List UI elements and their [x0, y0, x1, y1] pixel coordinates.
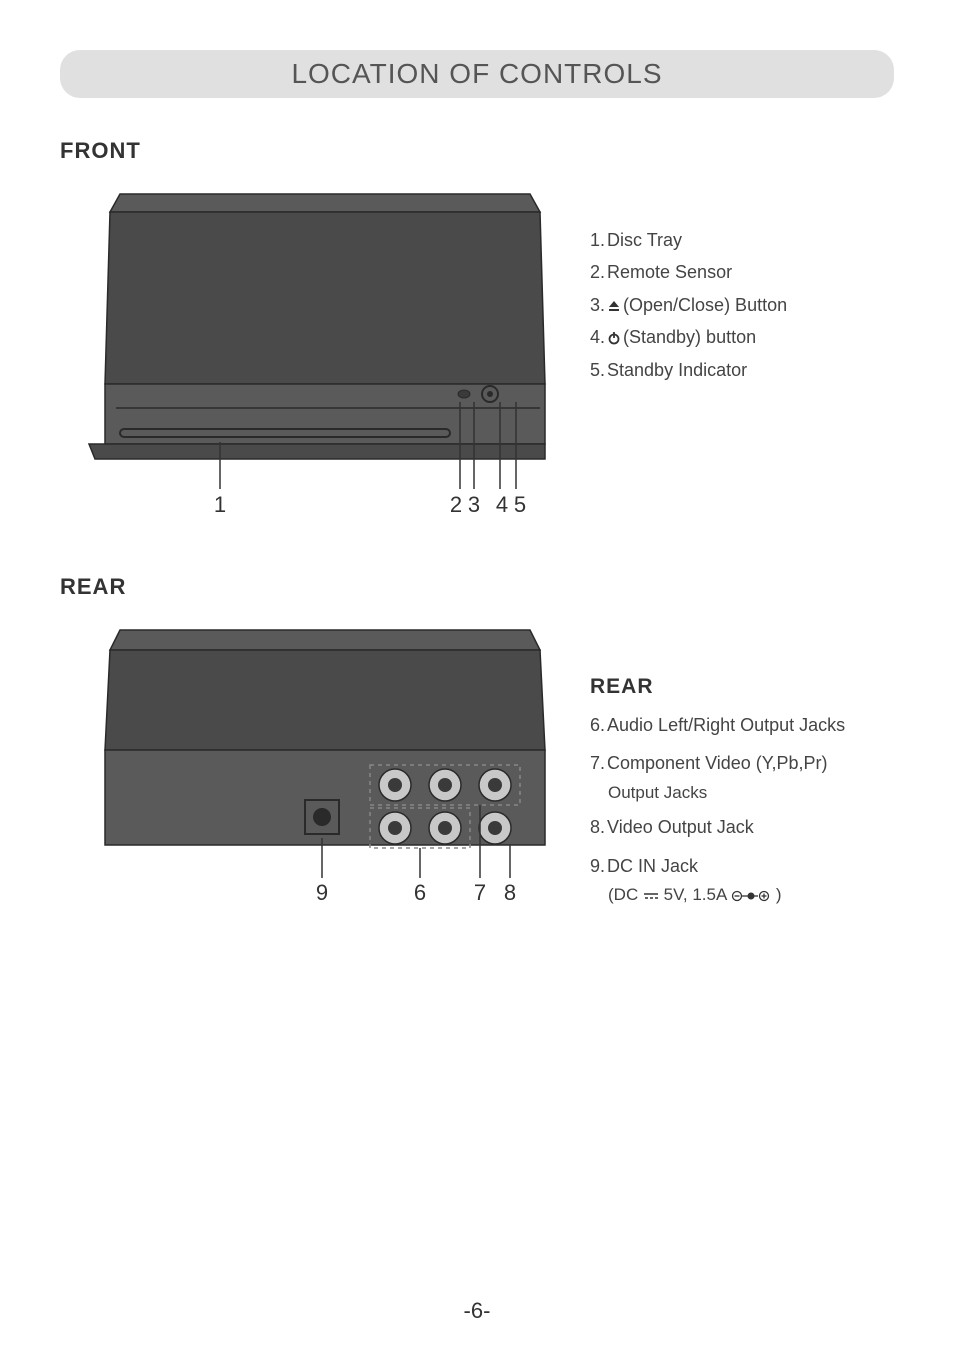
rear-section-label: REAR [60, 574, 894, 600]
legend-num: 1. [590, 224, 605, 256]
rear-legend: REAR 6. Audio Left/Right Output Jacks 7.… [590, 620, 894, 920]
legend-text: Disc Tray [607, 224, 682, 256]
polarity-icon [731, 889, 771, 903]
rear-section: 9 6 7 8 REAR 6. Audio Left/Right Output … [60, 620, 894, 920]
rear-callout-7: 7 [474, 880, 486, 905]
legend-text: Audio Left/Right Output Jacks [607, 709, 845, 741]
front-diagram: 1 2 3 4 5 [60, 184, 550, 534]
dc-symbol-icon [643, 891, 659, 901]
legend-text: Component Video (Y,Pb,Pr) [607, 747, 827, 779]
legend-num: 8. [590, 811, 605, 843]
dc-text-part: 5V, 1.5A [659, 885, 731, 904]
rear-callout-6: 6 [414, 880, 426, 905]
dc-text-part: (DC [608, 885, 643, 904]
front-callout-4: 4 [496, 492, 508, 517]
front-callout-2: 2 [450, 492, 462, 517]
front-section: 1 2 3 4 5 1. Disc Tray 2. Remote Sensor [60, 184, 894, 534]
eject-icon [607, 289, 621, 321]
legend-num: 7. [590, 747, 605, 779]
rear-legend-title: REAR [590, 675, 894, 699]
page-title: LOCATION OF CONTROLS [60, 50, 894, 98]
legend-text: Video Output Jack [607, 811, 754, 843]
legend-text: (Standby) button [623, 321, 756, 353]
legend-item: 3. (Open/Close) Button [590, 289, 894, 321]
legend-num: 9. [590, 850, 605, 882]
legend-item: 5. Standby Indicator [590, 354, 894, 386]
legend-item: 1. Disc Tray [590, 224, 894, 256]
front-callout-5: 5 [514, 492, 526, 517]
front-legend: 1. Disc Tray 2. Remote Sensor 3. (Open/C… [590, 184, 894, 534]
legend-num: 3. [590, 289, 605, 321]
legend-subtext-dc: (DC 5V, 1.5A ) [608, 882, 894, 908]
rear-callout-9: 9 [316, 880, 328, 905]
legend-item: 9. DC IN Jack [590, 850, 894, 882]
front-callout-3: 3 [468, 492, 480, 517]
legend-num: 5. [590, 354, 605, 386]
front-section-label: FRONT [60, 138, 894, 164]
jack-group-component [379, 769, 511, 801]
legend-subtext: Output Jacks [608, 780, 894, 806]
jack-group-audio-video [379, 812, 511, 844]
legend-text: DC IN Jack [607, 850, 698, 882]
front-callout-1: 1 [214, 492, 226, 517]
rear-callout-8: 8 [504, 880, 516, 905]
legend-item: 8. Video Output Jack [590, 811, 894, 843]
legend-num: 6. [590, 709, 605, 741]
power-icon [607, 321, 621, 353]
legend-num: 4. [590, 321, 605, 353]
legend-text: Remote Sensor [607, 256, 732, 288]
legend-text: Standby Indicator [607, 354, 747, 386]
legend-item: 2. Remote Sensor [590, 256, 894, 288]
legend-text: (Open/Close) Button [623, 289, 787, 321]
rear-diagram: 9 6 7 8 [60, 620, 550, 920]
legend-item: 7. Component Video (Y,Pb,Pr) [590, 747, 894, 779]
page-number: -6- [0, 1298, 954, 1324]
dc-text-part: ) [771, 885, 781, 904]
legend-num: 2. [590, 256, 605, 288]
legend-item: 6. Audio Left/Right Output Jacks [590, 709, 894, 741]
legend-item: 4. (Standby) button [590, 321, 894, 353]
